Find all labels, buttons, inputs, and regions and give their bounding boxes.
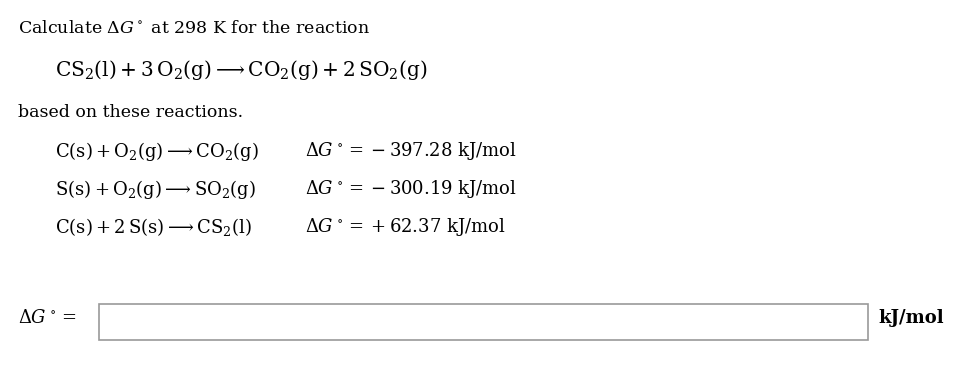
Text: based on these reactions.: based on these reactions.: [18, 104, 243, 121]
Text: kJ/mol: kJ/mol: [878, 309, 944, 327]
Text: $\mathrm{C(s) + 2\,S(s) \longrightarrow CS_2(l)}$: $\mathrm{C(s) + 2\,S(s) \longrightarrow …: [55, 216, 252, 238]
Text: $\Delta G^\circ = +62.37\ \mathrm{kJ/mol}$: $\Delta G^\circ = +62.37\ \mathrm{kJ/mol…: [305, 216, 505, 238]
Text: Calculate $\Delta G^\circ$ at 298 K for the reaction: Calculate $\Delta G^\circ$ at 298 K for …: [18, 20, 370, 37]
Text: $\mathrm{S(s) + O_2(g) \longrightarrow SO_2(g)}$: $\mathrm{S(s) + O_2(g) \longrightarrow S…: [55, 178, 256, 201]
Text: $\Delta G^\circ = -397.28\ \mathrm{kJ/mol}$: $\Delta G^\circ = -397.28\ \mathrm{kJ/mo…: [305, 140, 517, 162]
Text: $\Delta G^\circ =$: $\Delta G^\circ =$: [18, 309, 77, 327]
Text: $\mathrm{CS_2(l) + 3\,O_2(g) \longrightarrow CO_2(g) + 2\,SO_2(g)}$: $\mathrm{CS_2(l) + 3\,O_2(g) \longrighta…: [55, 58, 428, 82]
Text: $\Delta G^\circ = -300.19\ \mathrm{kJ/mol}$: $\Delta G^\circ = -300.19\ \mathrm{kJ/mo…: [305, 178, 517, 200]
Text: $\mathrm{C(s) + O_2(g) \longrightarrow CO_2(g)}$: $\mathrm{C(s) + O_2(g) \longrightarrow C…: [55, 140, 259, 163]
